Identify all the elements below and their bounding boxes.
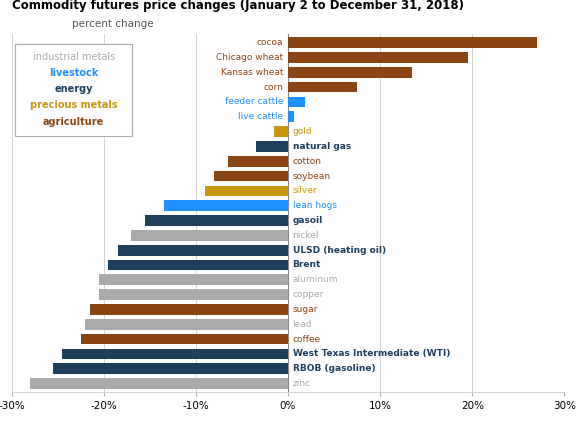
Text: Brent: Brent (293, 260, 321, 270)
Text: precious metals: precious metals (30, 100, 118, 111)
Text: copper: copper (293, 290, 324, 299)
Text: Commodity futures price changes (January 2 to December 31, 2018): Commodity futures price changes (January… (12, 0, 464, 12)
Bar (228, 156, 288, 167)
Bar (62, 349, 288, 359)
Bar (99, 274, 288, 285)
Bar (288, 97, 305, 107)
Text: silver: silver (293, 187, 317, 195)
Bar (214, 171, 288, 181)
Text: zinc: zinc (293, 379, 310, 388)
Bar (288, 52, 468, 63)
Bar (274, 126, 288, 137)
Bar (118, 245, 288, 255)
Text: Chicago wheat: Chicago wheat (216, 53, 283, 62)
Text: sugar: sugar (293, 305, 318, 314)
Bar (90, 304, 288, 315)
Text: feeder cattle: feeder cattle (225, 97, 283, 106)
Bar (53, 363, 288, 374)
Text: percent change: percent change (72, 19, 154, 29)
Bar (30, 378, 288, 389)
Text: cotton: cotton (293, 157, 321, 166)
Text: ULSD (heating oil): ULSD (heating oil) (293, 246, 386, 254)
Text: corn: corn (263, 83, 283, 92)
Bar (99, 289, 288, 300)
FancyBboxPatch shape (15, 44, 132, 136)
Bar (288, 82, 357, 92)
Bar (288, 111, 294, 122)
Bar (288, 67, 412, 78)
Bar (108, 260, 288, 271)
Bar (288, 37, 537, 48)
Text: livestock: livestock (49, 68, 98, 78)
Text: Kansas wheat: Kansas wheat (221, 68, 283, 77)
Text: soybean: soybean (293, 172, 331, 181)
Text: industrial metals: industrial metals (33, 51, 115, 62)
Text: West Texas Intermediate (WTI): West Texas Intermediate (WTI) (293, 349, 450, 358)
Text: RBOB (gasoline): RBOB (gasoline) (293, 364, 375, 373)
Text: gasoil: gasoil (293, 216, 323, 225)
Text: lead: lead (293, 320, 312, 329)
Bar (85, 319, 288, 330)
Text: aluminum: aluminum (293, 275, 338, 284)
Bar (256, 141, 288, 152)
Text: coffee: coffee (293, 335, 321, 344)
Text: live cattle: live cattle (238, 112, 283, 121)
Text: lean hogs: lean hogs (293, 201, 336, 210)
Text: agriculture: agriculture (43, 117, 104, 127)
Bar (131, 230, 288, 241)
Text: cocoa: cocoa (257, 38, 283, 47)
Bar (145, 215, 288, 226)
Text: nickel: nickel (293, 231, 319, 240)
Text: gold: gold (293, 127, 312, 136)
Bar (81, 334, 288, 344)
Text: natural gas: natural gas (293, 142, 351, 151)
Bar (164, 200, 288, 211)
Bar (205, 186, 288, 196)
Text: energy: energy (55, 84, 93, 94)
